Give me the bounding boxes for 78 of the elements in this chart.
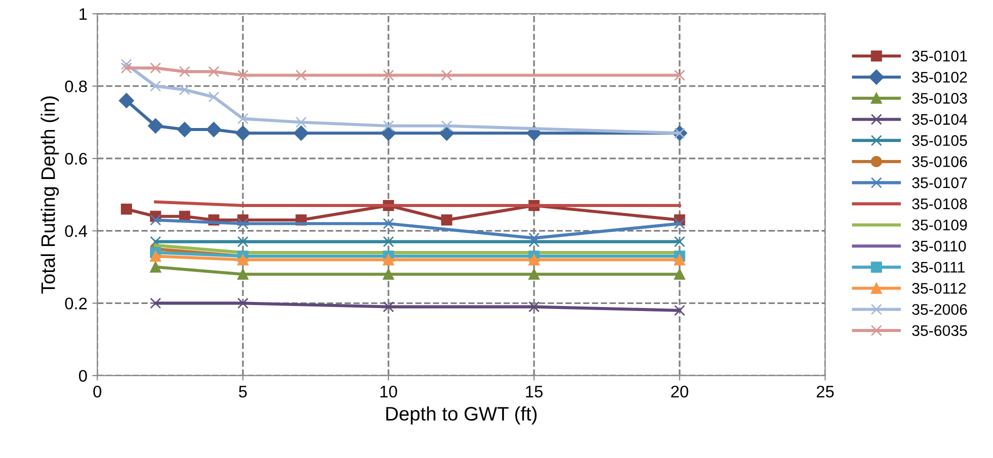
x-tick-label: 5 [238,386,247,398]
point [382,70,394,81]
legend-label: 35-0108 [912,198,967,210]
point [382,301,394,312]
legend-label: 35-0106 [912,156,967,168]
point [120,204,132,215]
point [120,58,132,70]
point [382,236,394,248]
point [237,268,248,280]
legend-label: 35-2006 [912,304,967,315]
point [150,214,162,226]
point [118,93,134,108]
point [150,298,162,309]
point [208,66,220,78]
point [382,218,394,230]
point [237,113,248,124]
x-axis-title: Depth to GWT (ft) [386,406,537,424]
point [441,214,452,226]
point [528,268,540,280]
legend-label: 35-0112 [912,282,966,294]
legend-label: 35-0101 [912,50,967,62]
point [294,126,309,141]
point [208,91,220,103]
legend-label: 35-0103 [912,92,967,104]
point [528,232,540,244]
point [441,120,452,132]
legend-label: 35-0111 [912,262,965,273]
point [674,236,686,248]
legend-label: 35-0110 [912,240,966,252]
point [150,80,162,92]
legend-label: 35-6035 [912,325,967,336]
x-tick-label: 15 [526,386,543,398]
y-tick-label: 0.4 [65,225,88,238]
point [674,218,686,230]
x-tick-label: 25 [816,386,834,398]
y-axis-title: Total Rutting Depth (in) [40,96,59,294]
point [120,62,132,74]
point [206,122,222,138]
point [150,250,162,262]
x-tick-label: 0 [93,386,102,398]
y-tick-label: 0.8 [65,80,87,92]
point [237,70,248,81]
y-tick-label: 0.2 [65,298,87,310]
point [148,118,164,134]
point [296,70,307,81]
point [179,84,190,96]
point [296,116,307,128]
legend-label: 35-0107 [912,177,967,188]
legend-label: 35-0105 [912,135,967,146]
point [177,122,192,138]
point [237,236,248,248]
point [674,304,686,316]
point [150,261,162,273]
y-tick-label: 0.6 [65,152,87,165]
point [528,254,540,266]
point [441,70,452,81]
legend-label: 35-0102 [912,72,967,83]
point [382,268,394,280]
point [237,254,248,266]
point [380,126,396,141]
point [179,66,190,78]
point [674,70,686,81]
point [674,268,686,280]
x-tick-label: 20 [671,386,688,398]
point [674,254,686,266]
point [150,62,162,74]
point [382,254,394,266]
point [528,301,540,312]
legend-label: 35-0109 [912,220,967,230]
y-tick-label: 0 [78,370,87,382]
point [235,126,250,141]
point [150,236,162,248]
legend-label: 35-0104 [912,114,968,125]
point [237,298,248,309]
y-tick-label: 1 [80,8,87,20]
x-tick-label: 10 [380,386,398,398]
point [237,218,248,230]
point [382,120,394,132]
